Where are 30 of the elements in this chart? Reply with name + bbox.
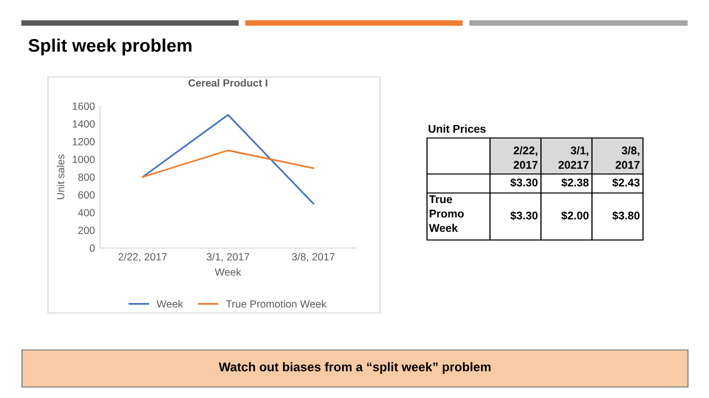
- text: Watch out biases from a “split week” problem: [218, 362, 490, 374]
- y-tick-label: 400: [78, 209, 95, 216]
- chart-title: Cereal Product I: [188, 79, 268, 87]
- text: $3.30: [510, 178, 538, 188]
- y-axis-title: Unit sales: [56, 154, 64, 200]
- text: $2.00: [561, 211, 589, 220]
- text: $3.80: [612, 211, 640, 220]
- x-axis-title: Week: [214, 268, 242, 276]
- category-label: 2/22, 2017: [514, 146, 538, 169]
- category-label: True Promo Week: [429, 195, 464, 232]
- x-tick-label: 3/8, 2017: [292, 252, 335, 262]
- text: Split week problem: [28, 38, 192, 56]
- text: Unit Prices: [428, 124, 486, 133]
- y-tick-label: 1400: [72, 120, 95, 128]
- category-label: 3/8, 2017: [616, 146, 640, 169]
- text: $2.38: [561, 178, 589, 188]
- category-label: 3/1, 20217: [558, 146, 589, 169]
- text: $3.30: [510, 211, 538, 220]
- y-tick-label: 800: [78, 174, 95, 181]
- x-tick-label: 2/22, 2017: [118, 252, 167, 262]
- legend-label: Week: [156, 300, 184, 308]
- y-tick-label: 1000: [72, 156, 95, 164]
- y-tick-label: 1600: [72, 102, 95, 110]
- x-tick-label: 3/1, 2017: [206, 252, 250, 262]
- y-tick-label: 200: [78, 226, 95, 234]
- y-tick-label: 1200: [72, 138, 95, 146]
- y-tick-label: 0: [90, 244, 95, 252]
- y-tick-label: 600: [78, 191, 95, 199]
- legend-label: True Promotion Week: [226, 300, 327, 308]
- text: $2.43: [612, 178, 640, 188]
